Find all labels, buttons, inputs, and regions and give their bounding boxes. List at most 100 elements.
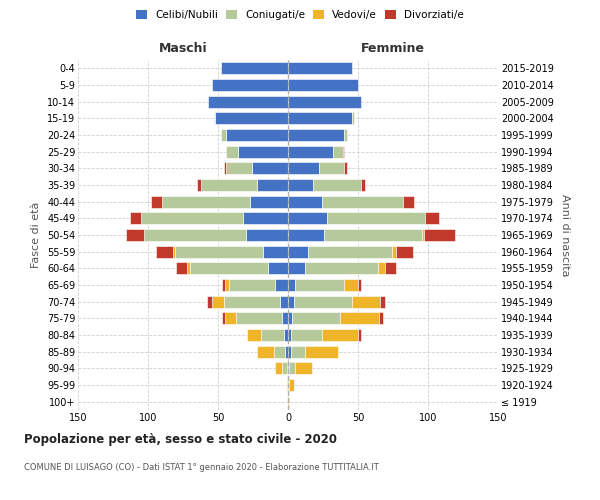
Bar	[319, 162, 344, 174]
Bar	[238, 146, 288, 158]
Bar	[291, 329, 322, 341]
Bar	[288, 312, 292, 324]
Bar	[190, 262, 268, 274]
Bar	[250, 196, 288, 207]
Y-axis label: Fasce di età: Fasce di età	[31, 202, 41, 268]
Bar	[280, 296, 288, 308]
Bar	[197, 179, 201, 191]
Bar	[288, 162, 319, 174]
Bar	[325, 229, 422, 241]
Bar	[257, 346, 274, 358]
Bar	[424, 229, 455, 241]
Bar	[229, 279, 275, 291]
Bar	[288, 112, 352, 124]
Bar	[295, 279, 344, 291]
Bar	[358, 279, 361, 291]
Bar	[221, 129, 226, 141]
Bar	[322, 329, 358, 341]
Legend: Celibi/Nubili, Coniugati/e, Vedovi/e, Divorziati/e: Celibi/Nubili, Coniugati/e, Vedovi/e, Di…	[136, 10, 464, 20]
Bar	[236, 312, 283, 324]
Bar	[289, 379, 293, 391]
Bar	[141, 212, 243, 224]
Bar	[275, 362, 283, 374]
Bar	[157, 246, 173, 258]
Bar	[288, 329, 291, 341]
Bar	[215, 112, 288, 124]
Bar	[289, 362, 295, 374]
Bar	[284, 329, 288, 341]
Bar	[322, 196, 403, 207]
Bar	[226, 146, 238, 158]
Bar	[352, 112, 354, 124]
Bar	[288, 379, 289, 391]
Bar	[288, 229, 325, 241]
Bar	[305, 262, 377, 274]
Bar	[377, 262, 385, 274]
Bar	[187, 262, 190, 274]
Bar	[422, 229, 424, 241]
Bar	[288, 279, 295, 291]
Bar	[212, 79, 288, 91]
Bar	[287, 379, 288, 391]
Bar	[176, 262, 187, 274]
Bar	[225, 279, 229, 291]
Bar	[344, 162, 347, 174]
Bar	[288, 212, 327, 224]
Bar	[283, 312, 288, 324]
Bar	[358, 329, 361, 341]
Bar	[226, 129, 288, 141]
Bar	[225, 312, 236, 324]
Bar	[288, 362, 289, 374]
Bar	[333, 146, 343, 158]
Text: Popolazione per età, sesso e stato civile - 2020: Popolazione per età, sesso e stato civil…	[24, 432, 337, 446]
Bar	[173, 246, 175, 258]
Bar	[288, 262, 305, 274]
Bar	[288, 346, 291, 358]
Bar	[224, 162, 226, 174]
Bar	[343, 146, 344, 158]
Bar	[288, 179, 313, 191]
Bar	[175, 246, 263, 258]
Text: COMUNE DI LUISAGO (CO) - Dati ISTAT 1° gennaio 2020 - Elaborazione TUTTITALIA.IT: COMUNE DI LUISAGO (CO) - Dati ISTAT 1° g…	[24, 462, 379, 471]
Bar	[392, 246, 396, 258]
Bar	[226, 162, 251, 174]
Bar	[396, 246, 413, 258]
Bar	[251, 162, 288, 174]
Bar	[222, 279, 225, 291]
Bar	[288, 296, 293, 308]
Bar	[162, 196, 250, 207]
Bar	[283, 362, 287, 374]
Bar	[257, 179, 288, 191]
Bar	[403, 196, 414, 207]
Bar	[130, 212, 141, 224]
Bar	[292, 312, 340, 324]
Y-axis label: Anni di nascita: Anni di nascita	[560, 194, 571, 276]
Bar	[288, 246, 308, 258]
Text: Maschi: Maschi	[158, 42, 208, 55]
Bar	[288, 146, 333, 158]
Bar	[305, 346, 338, 358]
Bar	[288, 62, 352, 74]
Bar	[344, 129, 347, 141]
Bar	[288, 96, 361, 108]
Bar	[246, 229, 288, 241]
Bar	[224, 296, 280, 308]
Bar	[379, 312, 383, 324]
Bar	[285, 346, 288, 358]
Bar	[340, 312, 379, 324]
Bar	[313, 179, 361, 191]
Bar	[201, 179, 257, 191]
Bar	[291, 346, 305, 358]
Bar	[327, 212, 425, 224]
Bar	[262, 329, 284, 341]
Bar	[222, 312, 225, 324]
Bar	[214, 112, 215, 124]
Text: Femmine: Femmine	[361, 42, 425, 55]
Bar	[268, 262, 288, 274]
Bar	[293, 296, 352, 308]
Bar	[425, 212, 439, 224]
Bar	[288, 129, 344, 141]
Bar	[344, 279, 358, 291]
Bar	[288, 396, 289, 407]
Bar	[288, 79, 358, 91]
